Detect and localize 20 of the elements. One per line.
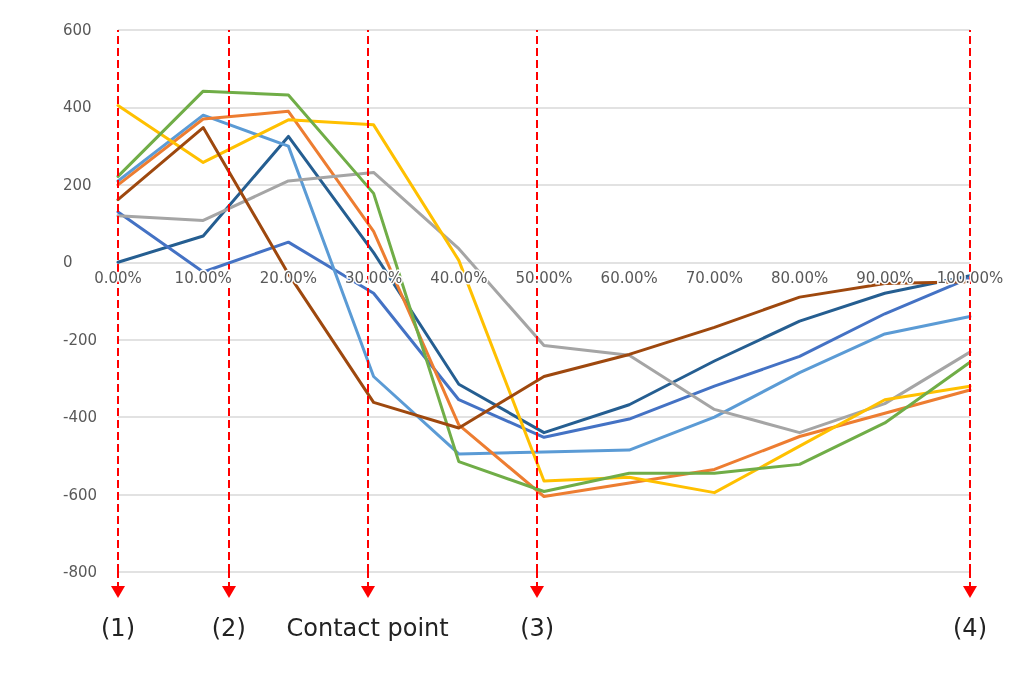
y-tick-label: -200	[63, 330, 98, 349]
y-tick-label: -600	[63, 485, 98, 504]
y-tick-label: 0	[63, 253, 73, 272]
text: (1)	[101, 614, 135, 642]
x-tick-label: 80.00%	[771, 268, 829, 287]
text: (2)	[211, 614, 246, 642]
x-tick-label: 0.00%	[94, 268, 142, 287]
x-tick-label: 70.00%	[685, 268, 743, 287]
x-tick-label: 60.00%	[600, 268, 658, 287]
x-tick-label: 10.00%	[174, 268, 232, 287]
text: (3)	[520, 614, 555, 642]
y-tick-label: -800	[63, 563, 98, 581]
ref-line-label: Contact point	[286, 614, 449, 642]
text: (4)	[953, 614, 987, 642]
x-tick-label: 50.00%	[515, 268, 573, 287]
x-tick-label: 90.00%	[856, 268, 914, 287]
y-tick-label: -400	[63, 408, 98, 427]
y-tick-label: 400	[63, 98, 92, 117]
y-tick-label: 600	[63, 21, 92, 39]
y-tick-label: 200	[63, 175, 92, 194]
